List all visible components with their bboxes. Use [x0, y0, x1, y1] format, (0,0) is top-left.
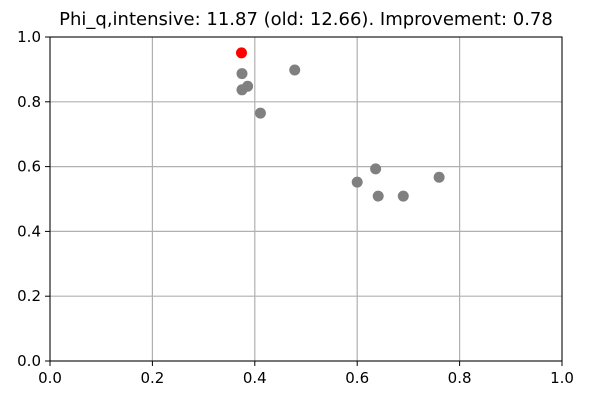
y-axis: 0.0 0.2 0.4 0.6 0.8 1.0 — [17, 28, 50, 370]
data-point — [236, 68, 248, 80]
data-point — [372, 190, 384, 202]
x-tick-label: 1.0 — [550, 369, 574, 387]
x-tick-label: 0.2 — [140, 369, 164, 387]
data-point — [254, 107, 266, 119]
x-tick-label: 0.8 — [448, 369, 472, 387]
data-point — [351, 176, 363, 188]
x-tick-label: 0.4 — [243, 369, 267, 387]
grid — [49, 36, 563, 362]
x-tick-label: 0.6 — [345, 369, 369, 387]
x-tick-label: 0.0 — [38, 369, 62, 387]
data-point — [289, 64, 301, 76]
data-point — [235, 47, 247, 59]
data-point — [397, 190, 409, 202]
data-point — [242, 80, 254, 92]
chart-title: Phi_q,intensive: 11.87 (old: 12.66). Imp… — [59, 9, 553, 30]
y-tick-label: 0.6 — [17, 158, 41, 176]
y-tick-label: 0.4 — [17, 222, 41, 240]
y-tick-label: 1.0 — [17, 28, 41, 46]
plot-frame — [49, 36, 563, 362]
y-tick-label: 0.8 — [17, 93, 41, 111]
data-point — [433, 171, 445, 183]
y-tick-label: 0.2 — [17, 287, 41, 305]
x-axis: 0.0 0.2 0.4 0.6 0.8 1.0 — [38, 361, 574, 387]
y-tick-label: 0.0 — [17, 352, 41, 370]
data-points — [235, 47, 445, 202]
data-point — [370, 163, 382, 175]
